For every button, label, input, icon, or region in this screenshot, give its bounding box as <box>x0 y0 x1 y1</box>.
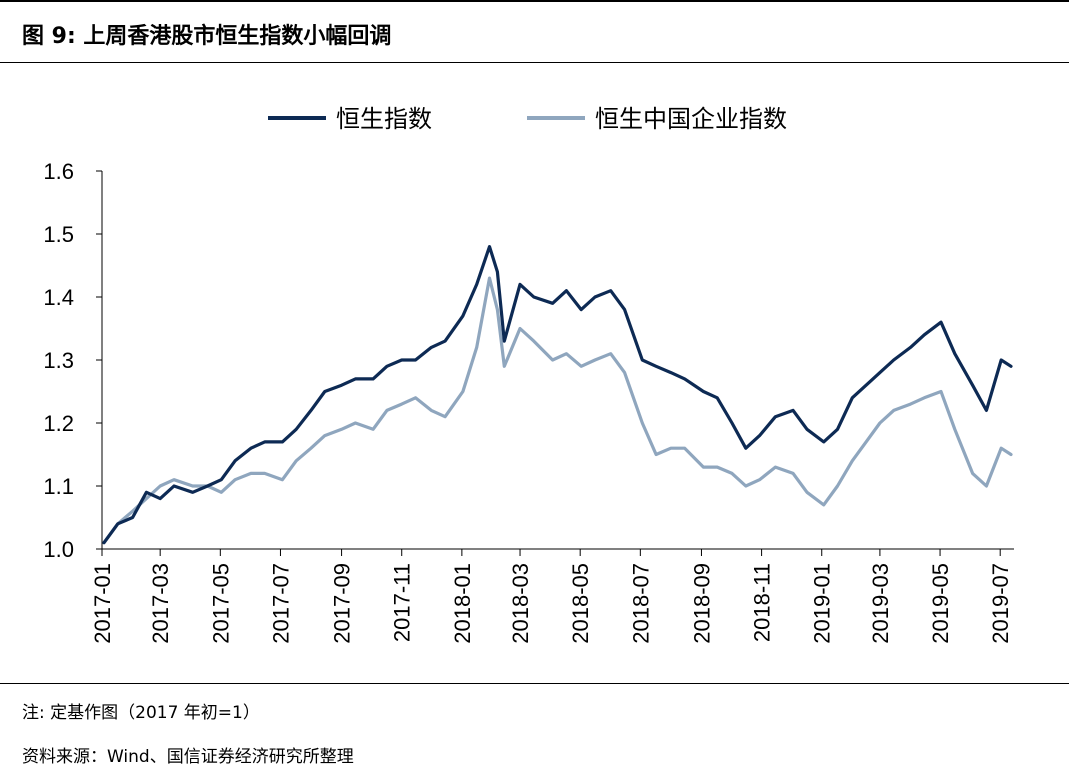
legend-label-1: 恒生中国企业指数 <box>595 105 787 133</box>
y-tick-label: 1.6 <box>43 159 74 184</box>
figure-source: 资料来源：Wind、国信证券经济研究所整理 <box>22 747 354 767</box>
y-tick-label: 1.4 <box>43 285 74 310</box>
x-tick-label: 2017-07 <box>268 563 293 644</box>
x-tick-label: 2018-11 <box>750 563 775 642</box>
x-tick-label: 2018-05 <box>568 563 593 644</box>
x-tick-label: 2017-01 <box>90 563 115 644</box>
y-tick-label: 1.0 <box>43 537 74 562</box>
series-line-1 <box>102 276 1013 545</box>
y-tick-label: 1.5 <box>43 222 74 247</box>
x-tick-label: 2018-07 <box>628 563 653 644</box>
x-tick-label: 2019-05 <box>928 563 953 644</box>
footer-divider <box>0 683 1069 684</box>
y-tick-label: 1.1 <box>43 474 74 499</box>
x-tick-label: 2018-01 <box>450 563 475 644</box>
x-tick-label: 2017-03 <box>148 563 173 644</box>
series-line-0 <box>102 245 1013 545</box>
legend-label-0: 恒生指数 <box>336 105 432 133</box>
top-rule <box>0 0 1069 2</box>
y-tick-label: 1.2 <box>43 411 74 436</box>
figure-header: 图 9: 上周香港股市恒生指数小幅回调 <box>0 0 1069 63</box>
x-tick-label: 2018-09 <box>689 563 714 644</box>
x-tick-label: 2018-03 <box>508 563 533 644</box>
figure-title: 图 9: 上周香港股市恒生指数小幅回调 <box>22 24 392 49</box>
x-tick-label: 2017-05 <box>208 563 233 644</box>
x-tick-label: 2019-03 <box>868 563 893 644</box>
x-tick-label: 2019-01 <box>810 563 835 644</box>
figure-note: 注: 定基作图（2017 年初=1） <box>22 703 260 723</box>
line-chart: 1.0 1.1 1.2 1.3 1.4 1.5 1.6 2017-01 2017-03 2017-… <box>43 105 1014 644</box>
x-tick-label: 2017-11 <box>390 563 415 642</box>
y-tick-label: 1.3 <box>43 348 74 373</box>
x-tick-label: 2017-09 <box>330 563 355 644</box>
x-tick-label: 2019-07 <box>988 563 1013 644</box>
